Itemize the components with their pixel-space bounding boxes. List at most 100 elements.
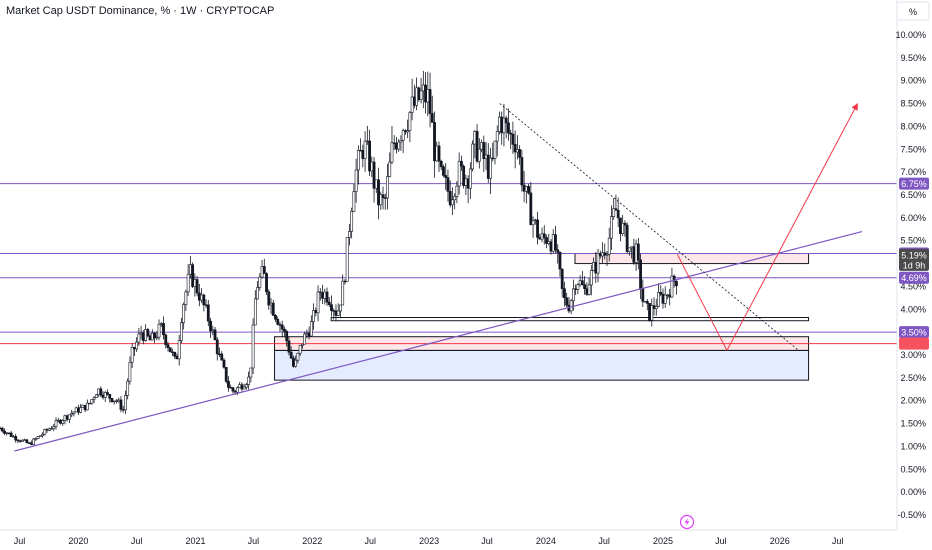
candle [428, 72, 432, 128]
candle [166, 341, 170, 352]
candle [36, 436, 40, 440]
candle [596, 248, 600, 283]
y-tick-label: 8.00% [900, 121, 926, 131]
candle [112, 400, 116, 405]
candle [500, 111, 504, 145]
candle [41, 432, 44, 438]
candle [482, 135, 486, 173]
candle [408, 111, 412, 143]
candle [175, 353, 179, 360]
candle [580, 271, 584, 286]
drawn-line-trendline-1[interactable] [14, 230, 863, 452]
current-price-label: 5.19%1d 9h [899, 248, 929, 271]
candle [424, 71, 427, 114]
lightning-icon[interactable] [679, 514, 695, 530]
x-tick-label: Jul [14, 536, 26, 546]
candle [670, 267, 674, 298]
candle [177, 334, 181, 366]
candle [339, 304, 342, 319]
candle [390, 125, 394, 165]
candle [477, 138, 481, 169]
zone-rect-2[interactable] [330, 317, 810, 322]
candle [213, 326, 217, 341]
x-tick-label: 2026 [770, 536, 790, 546]
candle [350, 207, 354, 239]
candle [657, 283, 660, 308]
candle [260, 259, 264, 279]
candle [480, 139, 483, 153]
candle [115, 399, 118, 404]
candle [34, 437, 38, 442]
candle [442, 164, 445, 178]
candle [294, 355, 298, 368]
candle [372, 157, 376, 203]
candle [471, 140, 474, 172]
candle [59, 419, 62, 425]
candle [14, 433, 18, 443]
candle [323, 288, 327, 305]
candle [654, 298, 658, 316]
candle [121, 405, 125, 413]
candle [522, 170, 526, 203]
candle [108, 393, 112, 403]
candle [484, 141, 488, 171]
candle [502, 103, 506, 147]
candle [486, 143, 490, 183]
candle [352, 183, 356, 212]
chart-title: Market Cap USDT Dominance, % · 1W · CRYP… [6, 5, 275, 17]
candle [269, 298, 273, 314]
candle [253, 290, 257, 326]
candle [76, 404, 80, 416]
candle [18, 439, 22, 443]
unit-toggle[interactable] [896, 1, 930, 21]
y-tick-label: 0.50% [900, 464, 926, 474]
candle [435, 141, 439, 162]
candle [70, 409, 74, 418]
y-tick-label: 1.50% [900, 419, 926, 429]
candle [7, 432, 11, 435]
candle [303, 331, 307, 345]
drawn-line-projection-arrow-4[interactable] [726, 102, 858, 351]
y-tick-label: 9.50% [900, 53, 926, 63]
price-label-red [899, 337, 929, 350]
candle [410, 78, 414, 121]
drawn-line-dotted-2[interactable] [499, 103, 799, 351]
candle [316, 285, 320, 322]
candle [453, 193, 457, 210]
candle [583, 276, 586, 295]
zone-rect-4[interactable] [274, 349, 810, 381]
candle [164, 333, 168, 349]
candle [97, 388, 100, 397]
candle [520, 149, 524, 192]
candle [659, 285, 663, 297]
candle [312, 303, 315, 330]
candle [159, 322, 163, 328]
candle [157, 319, 161, 341]
candle [634, 239, 638, 271]
y-tick-label: 5.50% [900, 236, 926, 246]
candle [444, 163, 448, 190]
candle [504, 115, 508, 139]
candle [267, 289, 271, 310]
candle [285, 329, 289, 347]
drawn-line-projection-3[interactable] [676, 254, 728, 351]
candle [318, 288, 322, 301]
candle [547, 233, 551, 246]
y-tick-label: 6.00% [900, 213, 926, 223]
price-labels-layer: 6.75%5.22%4.69%3.50%5.19%1d 9h [899, 177, 929, 350]
candle [563, 281, 566, 307]
candle [538, 233, 542, 240]
candle [231, 386, 235, 394]
candle [227, 376, 230, 392]
candle [509, 129, 513, 150]
candle [448, 180, 452, 208]
candle [278, 321, 282, 332]
candle [619, 217, 622, 242]
candle [627, 247, 631, 256]
candle [79, 403, 83, 414]
candle [56, 417, 60, 423]
candle [321, 284, 324, 305]
candle [298, 344, 302, 357]
candle [135, 337, 139, 352]
